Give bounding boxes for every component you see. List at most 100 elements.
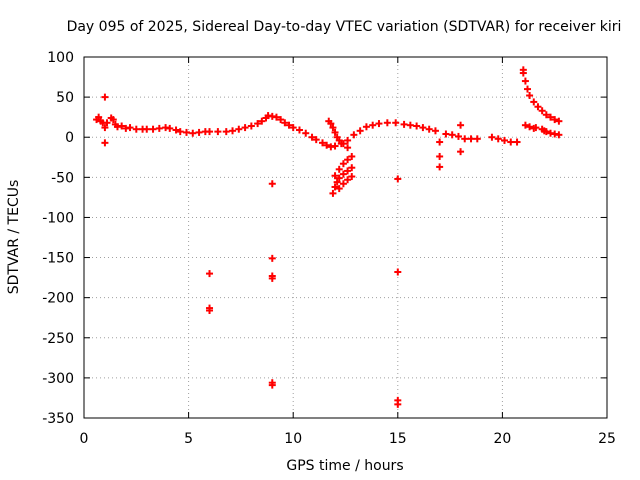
- data-point: [457, 148, 465, 156]
- data-point: [356, 127, 364, 135]
- y-tick-label: -100: [42, 210, 74, 226]
- data-point: [348, 164, 356, 172]
- data-point: [335, 174, 343, 182]
- data-point: [331, 142, 339, 150]
- data-point: [344, 136, 352, 144]
- data-point: [118, 122, 126, 130]
- data-point: [344, 176, 352, 184]
- data-point: [222, 128, 230, 136]
- x-tick-label: 20: [493, 431, 511, 447]
- data-point: [132, 125, 140, 133]
- data-point: [551, 116, 559, 124]
- data-point: [289, 124, 297, 132]
- data-point: [530, 98, 538, 106]
- data-point: [195, 128, 203, 136]
- data-point: [206, 307, 214, 315]
- y-tick-label: 50: [56, 90, 74, 106]
- data-point: [214, 128, 222, 136]
- grid-lines: [84, 57, 607, 418]
- data-point: [285, 121, 293, 129]
- data-point: [183, 128, 191, 136]
- data-point: [339, 170, 347, 178]
- data-point: [268, 274, 276, 282]
- x-tick-label: 10: [284, 431, 302, 447]
- data-point: [241, 124, 249, 132]
- data-point: [258, 117, 266, 125]
- data-point: [526, 92, 534, 100]
- data-point: [540, 127, 548, 135]
- data-point: [473, 135, 481, 143]
- data-point: [448, 131, 456, 139]
- data-point: [436, 152, 444, 160]
- data-point: [268, 381, 276, 389]
- data-point: [327, 120, 335, 128]
- data-point: [530, 124, 538, 132]
- x-tick-label: 5: [184, 431, 193, 447]
- data-point: [362, 123, 370, 131]
- data-point: [329, 124, 337, 132]
- data-point: [302, 129, 310, 137]
- x-tick-label: 15: [389, 431, 407, 447]
- y-tick-label: -300: [42, 371, 74, 387]
- data-point: [272, 113, 280, 121]
- data-points: [93, 66, 563, 408]
- data-point: [143, 125, 151, 133]
- data-point: [335, 185, 343, 193]
- data-point: [101, 139, 109, 147]
- data-point: [333, 178, 341, 186]
- data-point: [247, 122, 255, 130]
- data-point: [350, 131, 358, 139]
- data-point: [149, 125, 157, 133]
- data-point: [419, 124, 427, 132]
- plot-frame: [83, 56, 608, 419]
- axis-ticks: [83, 56, 608, 419]
- data-point: [436, 138, 444, 146]
- data-point: [436, 163, 444, 171]
- x-tick-label: 25: [598, 431, 616, 447]
- data-point: [101, 93, 109, 101]
- data-point: [295, 126, 303, 134]
- data-point: [555, 117, 563, 125]
- data-point: [521, 121, 529, 129]
- data-point: [189, 129, 197, 137]
- data-point: [425, 125, 433, 133]
- y-tick-label: -250: [42, 331, 74, 347]
- data-point: [103, 119, 111, 127]
- data-point: [507, 138, 515, 146]
- data-point: [318, 139, 326, 147]
- data-point: [339, 160, 347, 168]
- x-tick-label: 0: [80, 431, 89, 447]
- data-point: [394, 175, 402, 183]
- data-point: [348, 173, 356, 181]
- x-axis-label: GPS time / hours: [286, 458, 403, 474]
- data-point: [547, 113, 555, 121]
- data-point: [457, 121, 465, 129]
- data-point: [312, 136, 320, 144]
- data-point: [109, 116, 117, 124]
- data-point: [488, 133, 496, 141]
- y-tick-labels: 100 50 0 -50 -100 -150 -200 -250 -300 -350: [42, 50, 74, 427]
- chart-title: Day 095 of 2025, Sidereal Day-to-day VTE…: [67, 19, 622, 35]
- data-point: [335, 136, 343, 144]
- data-point: [524, 85, 532, 93]
- data-point: [308, 133, 316, 141]
- data-point: [339, 180, 347, 188]
- data-point: [526, 123, 534, 131]
- y-tick-label: -150: [42, 251, 74, 267]
- data-point: [431, 127, 439, 135]
- data-point: [454, 132, 462, 140]
- y-tick-label: -200: [42, 291, 74, 307]
- data-point: [344, 167, 352, 175]
- data-point: [494, 135, 502, 143]
- data-point: [176, 128, 184, 136]
- data-point: [555, 131, 563, 139]
- data-point: [344, 144, 352, 152]
- data-point: [461, 135, 469, 143]
- data-point: [519, 69, 527, 77]
- y-tick-label: 0: [65, 130, 74, 146]
- data-point: [406, 121, 414, 129]
- data-point: [126, 124, 134, 132]
- data-point: [394, 400, 402, 408]
